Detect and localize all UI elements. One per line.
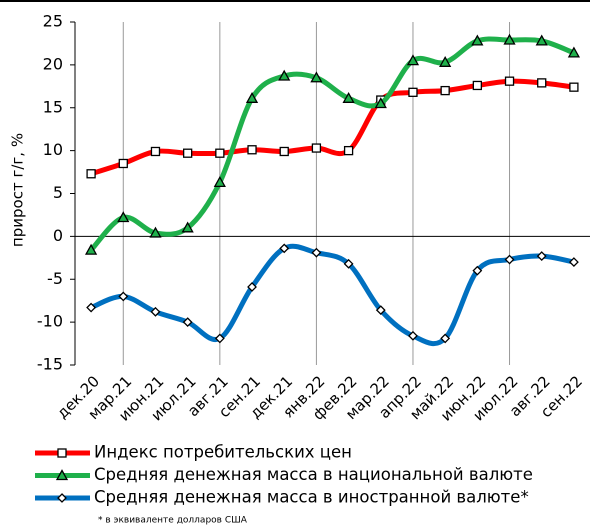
y-tick-label: 0 [53, 226, 63, 245]
marker [472, 80, 482, 91]
y-tick-label: 15 [43, 97, 63, 116]
marker [118, 291, 129, 302]
marker [504, 76, 515, 86]
marker [310, 71, 323, 83]
legend-label: Индекс потребительских цен [94, 443, 352, 462]
marker [247, 282, 257, 292]
marker [568, 257, 579, 268]
marker [118, 158, 128, 169]
marker [247, 145, 257, 155]
legend-marker [55, 469, 69, 481]
series-line [90, 78, 575, 177]
marker [149, 226, 162, 238]
marker [279, 243, 290, 254]
legend-marker [57, 448, 67, 458]
footnote: * в эквиваленте долларов США [98, 516, 248, 526]
y-tick-label: 5 [53, 183, 63, 202]
marker [278, 69, 291, 81]
marker [536, 251, 547, 262]
marker [279, 146, 289, 157]
y-tick-label: 20 [43, 54, 63, 73]
marker [213, 176, 226, 188]
marker [440, 85, 450, 96]
marker [375, 305, 386, 316]
legend-marker [57, 493, 67, 503]
marker [537, 78, 547, 88]
marker [439, 55, 452, 67]
marker [182, 317, 193, 328]
marker [311, 143, 322, 153]
marker [86, 169, 96, 179]
y-tick-label: -5 [47, 269, 63, 288]
series-line [90, 243, 575, 347]
marker [343, 145, 354, 156]
marker [472, 265, 483, 276]
y-tick-label: -10 [37, 312, 63, 331]
marker [117, 211, 130, 223]
marker [181, 221, 194, 233]
marker [471, 34, 484, 46]
marker [535, 34, 548, 46]
marker [567, 46, 581, 58]
marker [150, 146, 161, 157]
marker [183, 148, 193, 158]
marker [342, 91, 355, 103]
marker [503, 33, 516, 45]
marker [214, 333, 225, 344]
y-tick-label: 25 [43, 12, 63, 31]
marker [406, 54, 420, 66]
marker [84, 243, 98, 255]
marker [504, 254, 515, 265]
marker [311, 247, 322, 258]
marker [343, 258, 354, 269]
y-tick-label: 10 [43, 140, 63, 159]
marker [86, 302, 97, 313]
marker [440, 333, 451, 344]
marker [408, 87, 418, 97]
marker [215, 148, 225, 158]
marker [408, 330, 418, 341]
marker [150, 306, 161, 317]
y-tick-label: -15 [37, 355, 63, 374]
legend-label: Средняя денежная масса в национальной ва… [94, 465, 533, 484]
legend-label: Средняя денежная масса в иностранной вал… [94, 488, 529, 507]
series-line [89, 36, 575, 252]
marker [374, 97, 387, 109]
marker [569, 82, 579, 92]
marker [245, 91, 259, 103]
y-axis-label: прирост г/г, % [9, 133, 27, 247]
